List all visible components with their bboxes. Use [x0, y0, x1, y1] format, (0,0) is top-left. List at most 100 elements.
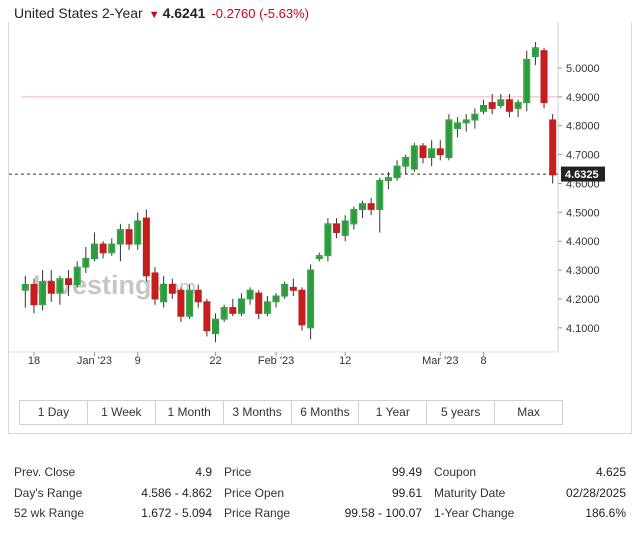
- stat-label: Price Range: [224, 506, 291, 520]
- candle-up-fill: [351, 209, 357, 224]
- candle-up-fill: [57, 279, 63, 293]
- y-tick-label: 5.0000: [566, 63, 600, 75]
- stat-coupon: Coupon 4.625: [430, 462, 626, 483]
- time-range-selector: 1 Day 1 Week 1 Month 3 Months 6 Months 1 Year…: [19, 400, 563, 425]
- candle-up-fill: [524, 59, 530, 103]
- candle-down: [549, 119, 557, 176]
- y-tick-label: 4.8000: [566, 121, 600, 133]
- candle-up-fill: [403, 157, 409, 166]
- candle-up-fill: [213, 319, 219, 334]
- last-price-label-box: [561, 166, 605, 182]
- y-tick-label: 4.3000: [566, 265, 600, 277]
- y-tick-label: 4.1000: [566, 323, 600, 335]
- candle-up-fill: [455, 123, 461, 129]
- candle-down: [289, 286, 297, 291]
- stat-1-year-change: 1-Year Change 186.6%: [430, 503, 626, 524]
- range-button-1-day[interactable]: 1 Day: [20, 401, 88, 424]
- x-tick-label: Mar '23: [422, 355, 458, 367]
- candle-down: [298, 289, 306, 326]
- y-tick-label: 4.7000: [566, 150, 600, 162]
- candle-up-fill: [463, 120, 469, 123]
- range-button-6-months[interactable]: 6 Months: [291, 401, 360, 424]
- candle-up-fill: [83, 259, 89, 267]
- x-tick-label: 22: [209, 355, 221, 367]
- y-tick-label: 4.5000: [566, 207, 600, 219]
- stat-value: 99.49: [391, 465, 422, 479]
- candle-up-fill: [22, 284, 28, 290]
- range-button-5-years[interactable]: 5 years: [427, 401, 496, 424]
- x-tick-label: Feb '23: [258, 355, 294, 367]
- stat-label: 1-Year Change: [434, 506, 515, 520]
- candle-up-fill: [161, 284, 167, 302]
- x-tick-label: 12: [339, 355, 351, 367]
- stat-52-wk-range: 52 wk Range 1.672 - 5.094: [14, 503, 220, 524]
- stat-value: 4.625: [595, 465, 626, 479]
- chart-area[interactable]: Investing.com4.10004.20004.30004.40004.5…: [8, 22, 632, 434]
- candle-down: [367, 203, 375, 210]
- stat-value: 186.6%: [585, 506, 626, 520]
- candle-up-fill: [411, 146, 417, 169]
- range-button-1-month[interactable]: 1 Month: [155, 401, 224, 424]
- candle-up-fill: [515, 103, 521, 108]
- candle-up-fill: [273, 296, 279, 302]
- candle-up-fill: [135, 221, 141, 244]
- candle-up-fill: [109, 244, 115, 253]
- stat-label: 52 wk Range: [14, 506, 85, 520]
- candle-up-fill: [472, 114, 478, 120]
- stat-label: Day's Range: [14, 485, 83, 500]
- instrument-header: United States 2-Year ▼ 4.6241 -0.2760 (-5.6…: [14, 3, 309, 23]
- candle-down: [419, 145, 427, 158]
- stat-value: 1.672 - 5.094: [141, 506, 212, 520]
- stat-value: 4.586 - 4.862: [141, 485, 212, 500]
- candle-down: [47, 281, 55, 294]
- candle-down: [168, 283, 176, 294]
- candle-down: [151, 272, 159, 300]
- last-price: 4.6241: [162, 5, 206, 21]
- range-button-max[interactable]: Max: [495, 401, 562, 424]
- candle-up-fill: [264, 302, 270, 313]
- down-arrow-icon: ▼: [148, 9, 160, 21]
- candle-up-fill: [481, 106, 487, 111]
- candlestick-chart[interactable]: Investing.com4.10004.20004.30004.40004.5…: [9, 22, 633, 434]
- candle-up-fill: [532, 48, 538, 56]
- candle-down: [229, 307, 237, 314]
- stat-label: Prev. Close: [14, 465, 76, 479]
- candle-down: [177, 289, 185, 317]
- change-percent: (-5.63%): [259, 6, 309, 21]
- candle-up-fill: [429, 149, 435, 157]
- range-button-3-months[interactable]: 3 Months: [223, 401, 292, 424]
- price-change: -0.2760 (-5.63%): [211, 6, 309, 21]
- stat-value: 99.58 - 100.07: [344, 506, 422, 520]
- candle-up-fill: [308, 270, 314, 328]
- candle-down: [505, 99, 513, 112]
- stat-value: 02/28/2025: [565, 485, 626, 500]
- candle-up-fill: [325, 224, 331, 256]
- range-button-1-week[interactable]: 1 Week: [87, 401, 156, 424]
- candle-down: [142, 217, 150, 277]
- stat-label: Coupon: [434, 465, 477, 479]
- x-tick-label: 18: [28, 355, 40, 367]
- x-tick-label: 9: [135, 355, 141, 367]
- candle-down: [203, 301, 211, 332]
- change-value: -0.2760: [211, 6, 256, 21]
- candle-down: [255, 292, 263, 314]
- candle-down: [125, 229, 133, 245]
- stat-price-open: Price Open 99.61: [220, 483, 430, 504]
- instrument-name: United States 2-Year: [14, 5, 143, 21]
- candle-up-fill: [394, 166, 400, 178]
- stat-value: 4.9: [195, 465, 212, 479]
- candle-up-fill: [342, 221, 348, 235]
- candle-down: [194, 289, 202, 303]
- stats-row: Day's Range 4.586 - 4.862 Price Open 99.61 M…: [14, 483, 626, 504]
- x-tick-label: Jan '23: [77, 355, 112, 367]
- range-button-1-year[interactable]: 1 Year: [359, 401, 428, 424]
- stat-price: Price 99.49: [220, 462, 430, 483]
- candle-up-fill: [446, 120, 452, 157]
- y-tick-label: 4.2000: [566, 294, 600, 306]
- stat-label: Price Open: [224, 485, 285, 500]
- candle-up-fill: [247, 290, 253, 299]
- y-tick-label: 4.9000: [566, 92, 600, 104]
- candle-down: [30, 283, 38, 306]
- candle-up-fill: [91, 244, 97, 259]
- candle-up-fill: [117, 230, 123, 244]
